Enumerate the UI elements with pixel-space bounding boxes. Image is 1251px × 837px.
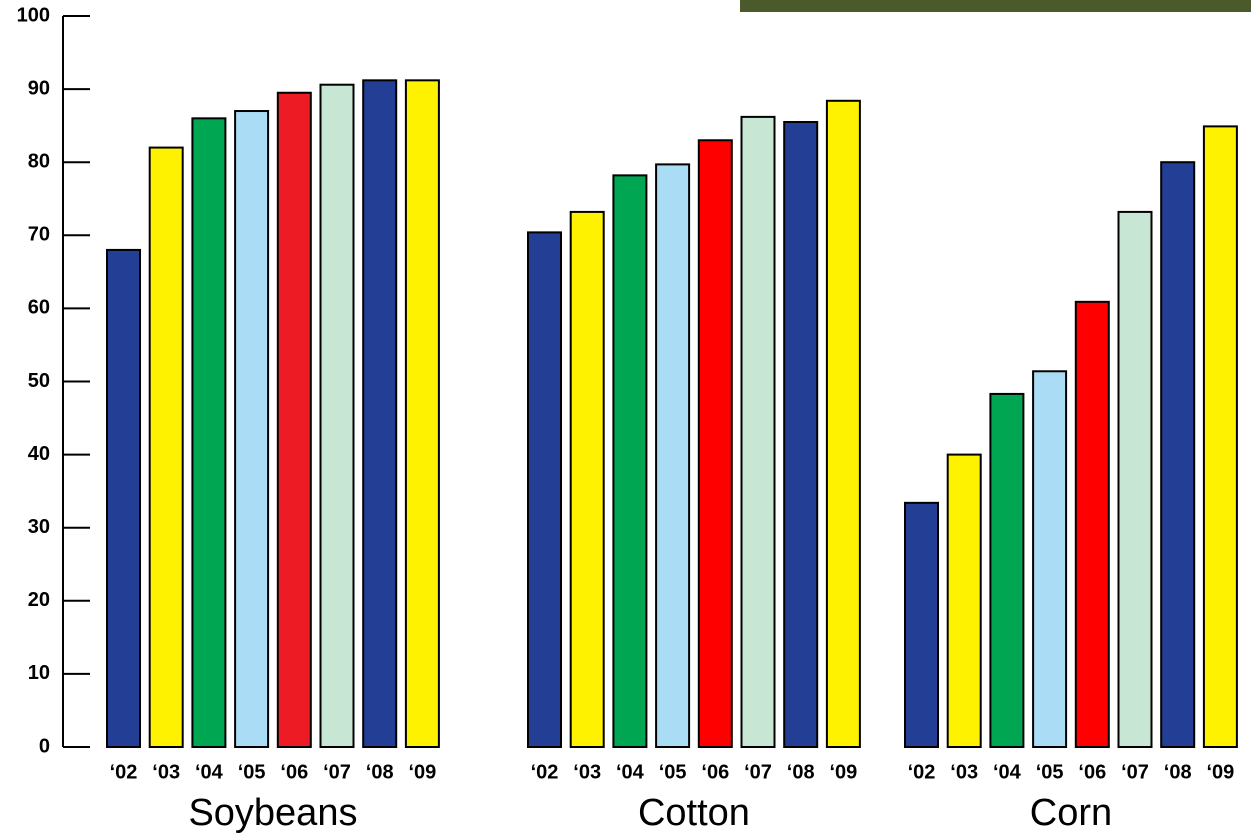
bar <box>276 91 312 748</box>
bar <box>319 83 355 749</box>
x-tick-label: ‘08 <box>787 761 815 783</box>
bar <box>527 231 562 749</box>
x-tick-label: ‘02 <box>908 761 936 783</box>
y-tick-label: 80 <box>28 150 50 172</box>
bar <box>946 453 982 748</box>
group-label: Soybeans <box>188 792 357 834</box>
x-tick-label: ‘05 <box>659 761 687 783</box>
y-tick-label: 70 <box>28 224 50 246</box>
bar <box>1032 370 1068 748</box>
bar <box>1160 161 1196 748</box>
y-tick-label: 30 <box>28 516 50 538</box>
x-tick-label: ‘03 <box>573 761 601 783</box>
bar <box>191 117 227 748</box>
x-tick-label: ‘04 <box>993 761 1022 783</box>
x-tick-label: ‘09 <box>408 761 436 783</box>
bar <box>697 139 733 748</box>
bar <box>569 210 605 748</box>
x-tick-label: ‘05 <box>238 761 266 783</box>
group-label: Cotton <box>638 792 750 834</box>
bar <box>106 248 141 748</box>
y-tick-label: 20 <box>28 589 50 611</box>
y-tick-label: 90 <box>28 77 50 99</box>
y-tick-label: 40 <box>28 443 50 465</box>
x-tick-label: ‘05 <box>1036 761 1064 783</box>
y-tick-label: 60 <box>28 297 50 319</box>
x-tick-label: ‘03 <box>152 761 180 783</box>
bar <box>655 163 691 748</box>
x-tick-label: ‘02 <box>110 761 138 783</box>
x-tick-label: ‘04 <box>616 761 645 783</box>
bar <box>740 115 776 749</box>
bar <box>989 392 1025 748</box>
x-tick-label: ‘06 <box>280 761 308 783</box>
x-tick-label: ‘03 <box>950 761 978 783</box>
x-tick-label: ‘07 <box>323 761 351 783</box>
bar <box>362 79 398 748</box>
group-label: Corn <box>1030 792 1112 834</box>
bar <box>404 79 440 748</box>
y-tick-label: 10 <box>28 662 50 684</box>
bar <box>904 501 939 749</box>
bar <box>1117 210 1153 748</box>
bar <box>1202 125 1238 749</box>
bar <box>234 110 270 748</box>
y-tick-label: 50 <box>28 370 50 392</box>
x-tick-label: ‘07 <box>744 761 772 783</box>
y-tick-label: 100 <box>17 4 50 26</box>
x-tick-label: ‘06 <box>701 761 729 783</box>
x-tick-label: ‘09 <box>829 761 857 783</box>
x-tick-label: ‘09 <box>1206 761 1234 783</box>
bar <box>1074 300 1110 748</box>
bar <box>825 99 861 748</box>
x-tick-label: ‘08 <box>1164 761 1192 783</box>
x-tick-label: ‘06 <box>1078 761 1106 783</box>
bar <box>148 146 184 748</box>
x-tick-label: ‘08 <box>366 761 394 783</box>
bar <box>612 174 648 749</box>
photo-strip <box>740 0 1251 12</box>
x-tick-label: ‘04 <box>195 761 224 783</box>
bar <box>783 120 819 749</box>
y-tick-label: 0 <box>39 735 50 757</box>
x-tick-label: ‘07 <box>1121 761 1149 783</box>
x-tick-label: ‘02 <box>531 761 559 783</box>
